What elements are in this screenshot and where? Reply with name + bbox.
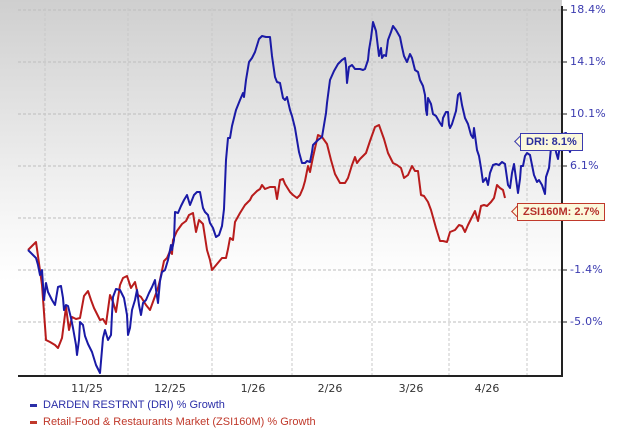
legend-label-zsi: Retail-Food & Restaurants Market (ZSI160… [43, 416, 316, 428]
zsi-value-tag: ZSI160M: 2.7% [517, 203, 606, 221]
zsi160m-line [27, 124, 506, 349]
y-tick-label: 10.1% [570, 107, 606, 120]
x-tick-label: 3/26 [398, 382, 424, 395]
vertical-gridlines [44, 8, 528, 376]
plot-background [0, 0, 562, 376]
y-tick-label: 6.1% [570, 159, 599, 172]
legend-label-dri: DARDEN RESTRNT (DRI) % Growth [43, 399, 225, 411]
legend-item-dri: DARDEN RESTRNT (DRI) % Growth [30, 399, 225, 411]
y-axis-ticks [562, 9, 567, 323]
x-tick-label: 1/26 [240, 382, 266, 395]
dri-value-tag: DRI: 8.1% [520, 133, 583, 151]
x-tick-label: 2/26 [317, 382, 343, 395]
y-tick-label: 14.1% [570, 55, 606, 68]
legend-item-zsi: Retail-Food & Restaurants Market (ZSI160… [30, 416, 316, 428]
x-tick-label: 12/25 [154, 382, 186, 395]
y-tick-label: -5.0% [570, 315, 603, 328]
legend-swatch-zsi [30, 420, 37, 424]
horizontal-gridlines [18, 9, 562, 323]
dri-line [27, 21, 574, 374]
y-tick-label: -1.4% [570, 263, 603, 276]
x-tick-label: 11/25 [71, 382, 103, 395]
y-tick-label: 18.4% [570, 3, 606, 16]
x-tick-label: 4/26 [474, 382, 500, 395]
legend-swatch-dri [30, 403, 37, 407]
